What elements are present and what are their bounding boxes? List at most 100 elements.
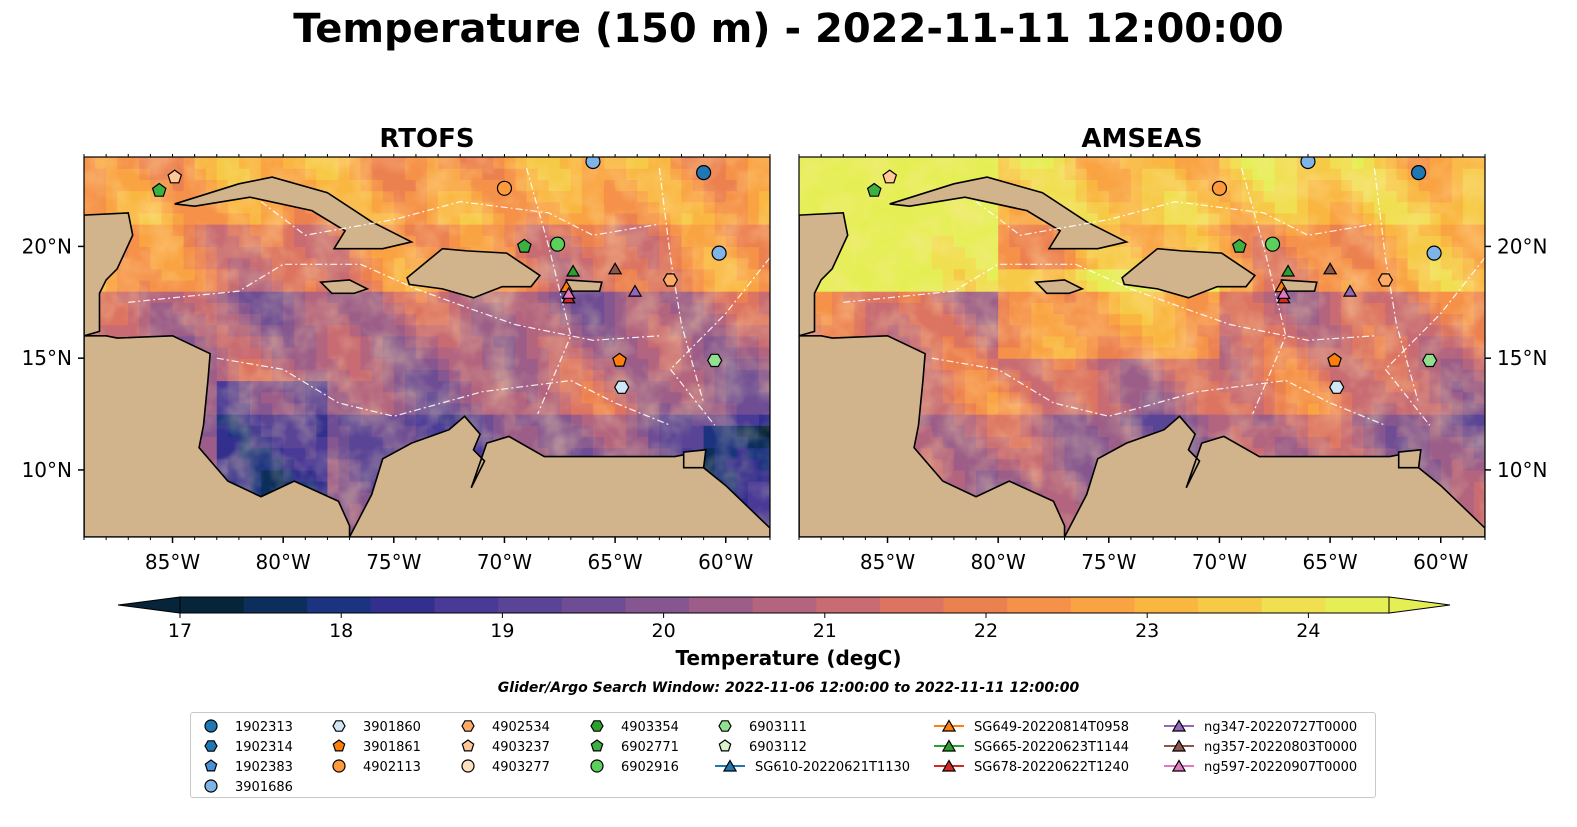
colorbar-tick-label: 23 bbox=[1135, 620, 1159, 642]
legend-label: 3901861 bbox=[363, 740, 421, 755]
legend-entries: 1902313 1902314 1902383 3901686 3901860 39018… bbox=[204, 719, 1357, 795]
colorbar-segment bbox=[625, 597, 690, 613]
marker-1902314 bbox=[1401, 129, 1415, 141]
colorbar-tick-label: 24 bbox=[1296, 620, 1320, 642]
x-tick-label: 75°W bbox=[1081, 550, 1136, 574]
marker-ng357-20220803T0000 bbox=[607, 262, 623, 275]
rtofs-map-panel: RTOFS 85°W 80°W 75°W 70°W 65°W 60°W 20°N 15°N 10°… bbox=[22, 124, 821, 574]
marker-6902916 bbox=[1264, 236, 1281, 252]
marker-ng357-20220803T0000 bbox=[1322, 262, 1338, 275]
map-frame bbox=[798, 156, 1486, 538]
marker-ng597-20220907T0000 bbox=[561, 286, 576, 299]
marker-1902383 bbox=[808, 128, 821, 141]
colorbar-tick-label: 18 bbox=[329, 620, 353, 642]
legend-label: 4902534 bbox=[492, 720, 550, 735]
land-mass bbox=[889, 176, 1129, 250]
marker-3901860 bbox=[614, 380, 630, 394]
marker-6902771 bbox=[516, 238, 532, 253]
legend-marker bbox=[722, 759, 738, 772]
legend-label: SG665-20220623T1144 bbox=[974, 740, 1129, 755]
legend-marker bbox=[204, 719, 218, 733]
y-tick-label: 15°N bbox=[1497, 346, 1547, 370]
land-mass bbox=[1121, 247, 1257, 299]
legend-marker bbox=[1171, 719, 1187, 732]
legend-label: 1902314 bbox=[235, 740, 293, 755]
legend-marker bbox=[941, 739, 957, 752]
marker-4902534 bbox=[1377, 273, 1394, 287]
colorbar-segment bbox=[1261, 597, 1326, 613]
amseas-map-panel: AMSEAS 85°W 80°W 75°W 70°W 65°W 60°W 20°N 15°N 10… bbox=[798, 124, 1547, 574]
legend-marker bbox=[332, 739, 346, 752]
marker-4902113 bbox=[1211, 180, 1228, 196]
colorbar-tick-label: 22 bbox=[974, 620, 998, 642]
marker-3901686 bbox=[585, 157, 601, 170]
eez-boundary bbox=[1241, 168, 1287, 415]
marker-4903277 bbox=[1522, 150, 1536, 164]
land-mass bbox=[1033, 279, 1085, 295]
land-mass bbox=[799, 212, 849, 337]
marker-4903237 bbox=[882, 169, 898, 184]
marker-ng597-20220907T0000 bbox=[1276, 286, 1291, 299]
land-mass bbox=[318, 279, 370, 295]
x-tick-label: 65°W bbox=[1302, 550, 1357, 574]
x-tick-label: 70°W bbox=[1192, 550, 1247, 574]
colorbar-extend-low bbox=[117, 596, 181, 614]
x-tick-label: 80°W bbox=[971, 550, 1026, 574]
eez-boundary bbox=[658, 168, 705, 404]
land-mass bbox=[84, 212, 134, 337]
legend-marker bbox=[941, 759, 957, 772]
marker-3901686 bbox=[711, 245, 727, 261]
figure-title: Temperature (150 m) - 2022-11-11 12:00:0… bbox=[293, 6, 1284, 52]
y-tick-label: 20°N bbox=[1497, 234, 1547, 258]
legend-marker bbox=[204, 740, 218, 752]
marker-6902771 bbox=[151, 182, 167, 197]
marker-6902771 bbox=[1231, 238, 1247, 253]
map-area bbox=[84, 128, 821, 537]
marker-3901860 bbox=[1329, 380, 1345, 394]
map-area bbox=[799, 129, 1536, 537]
colorbar-segment bbox=[752, 597, 817, 613]
land-mass bbox=[406, 247, 542, 299]
legend-marker bbox=[461, 739, 475, 752]
legend-label: 4903277 bbox=[492, 760, 550, 775]
x-tick-label: 70°W bbox=[477, 550, 532, 574]
x-tick-label: 60°W bbox=[698, 550, 753, 574]
eez-boundary bbox=[1373, 168, 1420, 404]
legend-label: SG610-20220621T1130 bbox=[755, 760, 910, 775]
y-tick-label: 10°N bbox=[22, 458, 72, 482]
colorbar-segment bbox=[498, 597, 563, 613]
colorbar-segment bbox=[561, 597, 626, 613]
legend-label: 1902383 bbox=[235, 760, 293, 775]
marker-4903354 bbox=[1522, 173, 1536, 185]
x-tick-label: 85°W bbox=[145, 550, 200, 574]
land-mass bbox=[174, 176, 414, 250]
marker-ng347-20220727T0000 bbox=[627, 284, 643, 297]
marker-SG665-20220623T1144 bbox=[565, 264, 581, 277]
eez-boundary bbox=[931, 357, 1386, 426]
colorbar-segment bbox=[816, 597, 881, 613]
legend-label: 1902313 bbox=[235, 720, 293, 735]
marker-3901861 bbox=[612, 352, 627, 367]
legend-marker bbox=[590, 739, 604, 752]
x-tick-label: 75°W bbox=[366, 550, 421, 574]
marker-3901686 bbox=[1300, 157, 1316, 170]
legend-label: ng347-20220727T0000 bbox=[1204, 720, 1357, 735]
legend-marker bbox=[332, 720, 346, 732]
colorbar-segment bbox=[879, 597, 945, 613]
legend-label: 6902771 bbox=[621, 740, 679, 755]
eez-boundary bbox=[526, 168, 572, 415]
marker-6902771 bbox=[866, 182, 882, 197]
marker-6903111 bbox=[707, 353, 723, 368]
y-tick-label: 15°N bbox=[22, 346, 72, 370]
marker-SG665-20220623T1144 bbox=[1280, 264, 1296, 277]
legend-marker bbox=[590, 720, 604, 732]
legend-label: 4903237 bbox=[492, 740, 550, 755]
x-tick-label: 65°W bbox=[587, 550, 642, 574]
marker-4902534 bbox=[662, 273, 679, 287]
legend-marker bbox=[461, 720, 475, 732]
panel-title: AMSEAS bbox=[1081, 124, 1202, 154]
marker-1902314 bbox=[686, 129, 700, 141]
marker-ng347-20220727T0000 bbox=[1342, 284, 1358, 297]
legend-label: 3901686 bbox=[235, 780, 293, 795]
